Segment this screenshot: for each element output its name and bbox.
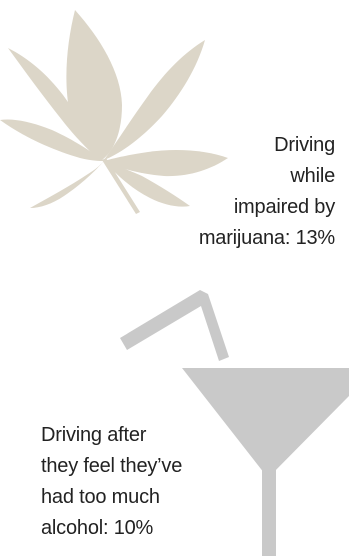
stat-marijuana-line-2: while: [290, 165, 335, 187]
stat-alcohol: Driving after they feel they’ve had too …: [41, 420, 182, 544]
stat-marijuana-line-3: impaired by: [233, 196, 335, 218]
stat-alcohol-line-2: they feel they’ve: [41, 455, 183, 477]
stat-alcohol-line-3: had too much: [41, 486, 160, 508]
stat-alcohol-line-1: Driving after: [41, 424, 147, 446]
stat-marijuana-line-1: Driving: [274, 134, 335, 156]
stat-alcohol-line-4: alcohol: 10%: [41, 517, 154, 539]
stat-marijuana: Driving while impaired by marijuana: 13%: [199, 130, 335, 254]
stat-marijuana-line-4: marijuana: 13%: [198, 227, 335, 249]
